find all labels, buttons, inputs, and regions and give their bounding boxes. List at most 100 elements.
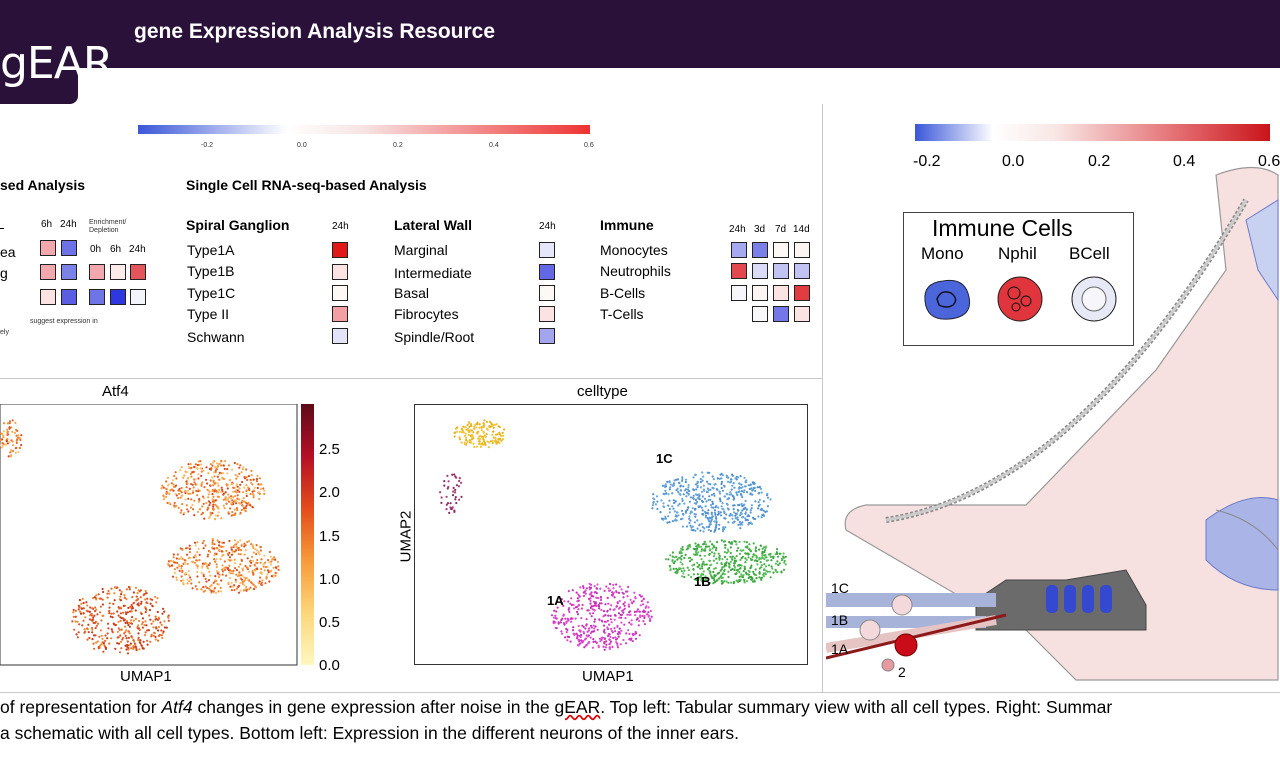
scatter-point (695, 578, 698, 582)
heat-cell (539, 242, 555, 258)
scatter-point (680, 547, 683, 550)
scatter-point (696, 561, 699, 564)
scatter-point (772, 555, 775, 558)
heat-cell (40, 264, 56, 280)
lateral-wall-title: Lateral Wall (394, 217, 473, 233)
scatter-point (181, 503, 184, 506)
scatter-point (11, 440, 14, 443)
scatter-point (144, 592, 147, 595)
scatter-point (589, 624, 593, 627)
scatter-point (119, 612, 122, 615)
scatter-point (244, 507, 248, 510)
scatter-point (731, 484, 734, 487)
scatter-point (565, 620, 568, 623)
scatter-point (215, 558, 218, 561)
scatter-point (138, 628, 141, 631)
scatter-point (126, 652, 130, 655)
scatter-point (220, 579, 223, 582)
scatter-point (729, 491, 732, 494)
scatter-point (239, 589, 242, 592)
scatter-point (224, 491, 227, 494)
scatter-point (225, 549, 228, 552)
scatter-point (245, 476, 248, 479)
scatter-point (181, 548, 184, 551)
scatter-point (92, 634, 96, 637)
scatter-point (672, 484, 675, 487)
scatter-point (112, 612, 115, 615)
scatter-point (686, 508, 689, 511)
scatter-point (259, 546, 262, 549)
scatter-point (118, 651, 122, 654)
scatter-point (464, 432, 467, 435)
scatter-point (668, 521, 671, 524)
scatter-point (263, 554, 266, 557)
scatter-point (126, 640, 129, 643)
scatter-point (5, 438, 9, 441)
heat-cell (539, 306, 555, 322)
scatter-point (501, 431, 504, 434)
scatter-point (629, 610, 632, 613)
scatter-point (589, 636, 592, 639)
scatter-point (729, 560, 732, 563)
heat-cell (130, 289, 146, 305)
scatter-point (213, 547, 216, 550)
bulk-row-label: ea (0, 244, 16, 260)
scatter-point (638, 610, 641, 613)
scatter-point (188, 487, 191, 490)
scatter-point (226, 472, 229, 475)
scatter-point (208, 490, 211, 493)
scatter-point (759, 487, 763, 490)
scatter-point (240, 578, 243, 581)
scatter-point (560, 632, 564, 635)
scatter-point (211, 476, 214, 479)
scatter-point (692, 568, 695, 571)
scatter-point (162, 630, 165, 633)
scatter-point (239, 539, 242, 542)
scatter-point (119, 640, 123, 643)
scatter-point (146, 639, 149, 642)
scatter-point (696, 500, 699, 504)
scatter-point (730, 581, 733, 584)
scatter-point (207, 500, 210, 503)
scale-tick: -0.2 (913, 153, 941, 170)
scatter-point (90, 613, 93, 616)
scatter-point (124, 644, 127, 647)
scatter-point (726, 548, 729, 551)
scatter-point (743, 485, 746, 488)
scatter-point (699, 486, 703, 489)
scatter-point (752, 570, 755, 573)
scatter-point (166, 501, 169, 504)
scatter-point (585, 623, 588, 626)
scatter-point (465, 436, 468, 439)
scatter-point (500, 439, 503, 442)
scatter-point (250, 582, 254, 585)
scatter-point (705, 577, 708, 580)
scatter-point (124, 634, 127, 637)
logo[interactable]: gEAR (0, 0, 113, 104)
scatter-point (492, 430, 495, 433)
scatter-point (721, 582, 724, 585)
scatter-point (0, 432, 2, 435)
scatter-point (231, 510, 234, 514)
scatter-point (593, 602, 597, 605)
scatter-point (758, 571, 761, 574)
colorbar-tick: 1.5 (319, 528, 340, 545)
scatter-point (129, 619, 133, 622)
scatter-point (714, 549, 718, 552)
scatter-point (764, 572, 767, 575)
scatter-point (716, 541, 719, 544)
scatter-point (603, 628, 606, 631)
scatter-point (142, 640, 145, 643)
scatter-point (241, 468, 244, 471)
scatter-point (620, 616, 623, 619)
scatter-point (686, 566, 689, 569)
scatter-point (686, 488, 690, 491)
scatter-point (92, 642, 95, 645)
scatter-point (114, 647, 117, 650)
scatter-point (232, 486, 235, 489)
scatter-point (209, 589, 212, 592)
scatter-point (745, 491, 749, 494)
scatter-point (20, 434, 23, 437)
scatter-point (244, 549, 247, 552)
scatter-point (750, 507, 753, 510)
